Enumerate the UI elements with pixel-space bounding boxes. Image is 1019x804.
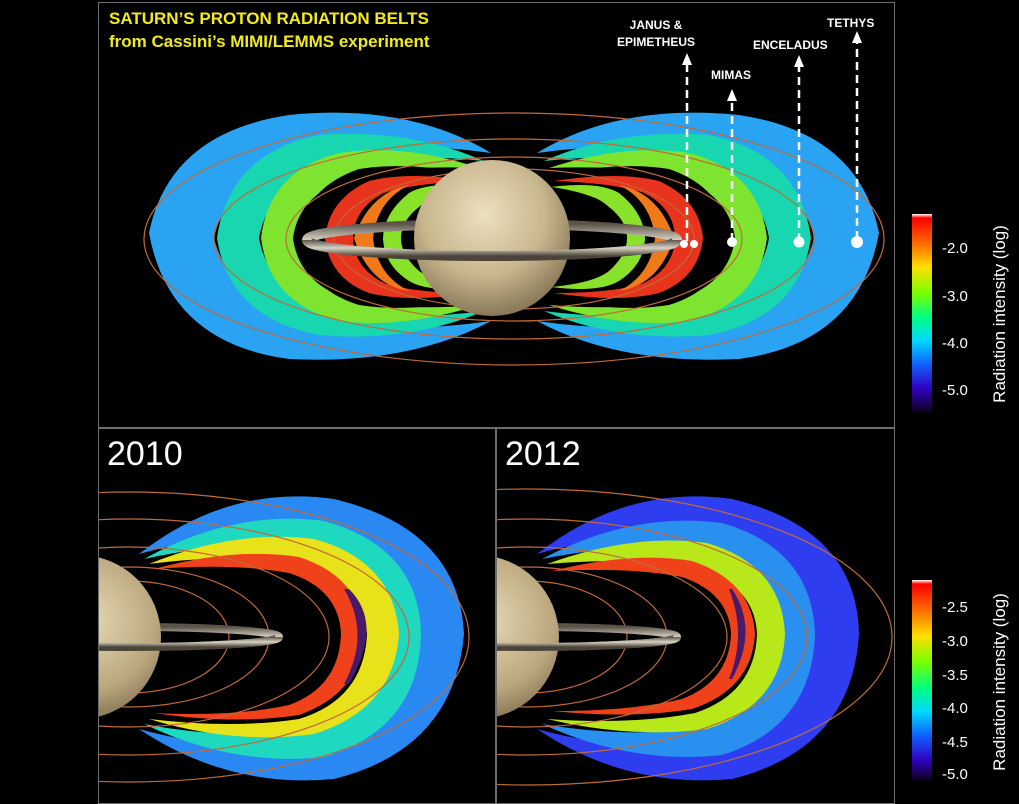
belt-diagram-2012 xyxy=(497,488,893,786)
saturn-planet-2010 xyxy=(99,557,161,717)
panel-2012: 2012 xyxy=(496,428,895,804)
epimetheus-marker xyxy=(690,240,698,248)
saturn-rings-front-2010 xyxy=(99,634,283,651)
arrow-head-icon xyxy=(852,31,862,43)
outer-belt-blue xyxy=(537,112,879,360)
colorbar-top-scale xyxy=(912,214,932,412)
moon-label-line: EPIMETHEUS xyxy=(617,35,696,49)
saturn-planet-2012 xyxy=(497,557,559,717)
moon-label-janus-epimetheus: JANUS & EPIMETHEUS xyxy=(617,17,695,51)
janus-marker xyxy=(680,240,688,248)
moon-label-mimas: MIMAS xyxy=(711,68,751,82)
colorbar-bottom-tick: -3.5 xyxy=(942,667,968,684)
colorbar-top-tick: -2.0 xyxy=(942,240,968,257)
colorbar-top-label: Radiation intensity (log) xyxy=(990,225,1009,403)
moon-label-tethys: TETHYS xyxy=(827,16,875,30)
colorbar-bottom-tick: -2.5 xyxy=(942,599,968,616)
radiation-belt-diagram xyxy=(143,31,885,366)
colorbar-top-tick: -3.0 xyxy=(942,288,968,305)
title-line-2: from Cassini’s MIMI/LEMMS experiment xyxy=(109,32,430,51)
saturn-planet xyxy=(414,160,570,316)
saturn-rings-front xyxy=(302,237,682,261)
saturn-rings-front-2012 xyxy=(497,634,681,651)
inner-belt-red xyxy=(554,176,703,298)
arrow-head-icon xyxy=(727,89,737,101)
innermost-gap xyxy=(551,192,621,284)
moon-markers xyxy=(680,31,863,248)
outer-belt-green xyxy=(549,150,767,323)
innermost-belt xyxy=(551,185,645,289)
inner-belt-orange xyxy=(619,185,674,291)
colorbar-bottom-tick: -5.0 xyxy=(942,766,968,783)
belt-diagram-2010 xyxy=(99,491,470,783)
arrow-head-icon xyxy=(794,55,804,67)
tethys-marker xyxy=(851,236,863,248)
colorbar-bottom-tick: -3.0 xyxy=(942,633,968,650)
arrow-head-icon xyxy=(682,53,692,65)
year-label-2010: 2010 xyxy=(107,435,183,473)
main-radiation-belt-panel: SATURN’S PROTON RADIATION BELTS from Cas… xyxy=(98,2,895,428)
belt-2012 xyxy=(537,496,859,781)
colorbar-bottom-tick: -4.5 xyxy=(942,734,968,751)
belt-boundary-lines-2012 xyxy=(497,488,893,786)
right-belt-lobe xyxy=(537,112,879,360)
moon-label-line: JANUS & xyxy=(629,18,683,32)
colorbar-bottom-scale xyxy=(912,580,932,780)
colorbar-bottom-label: Radiation intensity (log) xyxy=(990,593,1009,771)
moon-label-enceladus: ENCELADUS xyxy=(753,38,828,52)
panel-2010: 2010 xyxy=(98,428,496,804)
mimas-marker xyxy=(727,237,737,247)
colorbar-top-tick: -5.0 xyxy=(942,382,968,399)
colorbar-top-tick: -4.0 xyxy=(942,335,968,352)
year-label-2012: 2012 xyxy=(505,435,581,473)
enceladus-marker xyxy=(793,236,805,248)
belt-2010 xyxy=(139,496,464,781)
title-line-1: SATURN’S PROTON RADIATION BELTS xyxy=(109,9,429,28)
belt-boundary-lines xyxy=(143,112,885,366)
colorbar-bottom-tick: -4.0 xyxy=(942,700,968,717)
